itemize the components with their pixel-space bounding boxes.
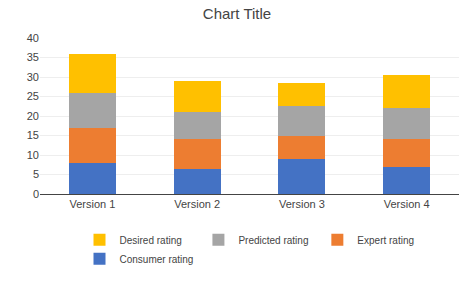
svg-text:35: 35 (27, 51, 39, 63)
svg-text:Version 2: Version 2 (174, 198, 220, 210)
svg-text:Chart Title: Chart Title (203, 5, 271, 22)
svg-text:15: 15 (27, 129, 39, 141)
svg-text:30: 30 (27, 71, 39, 83)
svg-text:40: 40 (27, 32, 39, 44)
svg-text:20: 20 (27, 110, 39, 122)
svg-text:Version 4: Version 4 (384, 198, 430, 210)
svg-text:5: 5 (33, 168, 39, 180)
svg-text:Consumer rating: Consumer rating (120, 254, 194, 265)
svg-text:Predicted rating: Predicted rating (238, 235, 308, 246)
svg-text:Expert rating: Expert rating (357, 235, 414, 246)
svg-text:Desired rating: Desired rating (120, 235, 182, 246)
svg-text:Version 3: Version 3 (279, 198, 325, 210)
svg-text:10: 10 (27, 149, 39, 161)
svg-text:Version 1: Version 1 (69, 198, 115, 210)
svg-text:0: 0 (33, 188, 39, 200)
svg-text:25: 25 (27, 90, 39, 102)
